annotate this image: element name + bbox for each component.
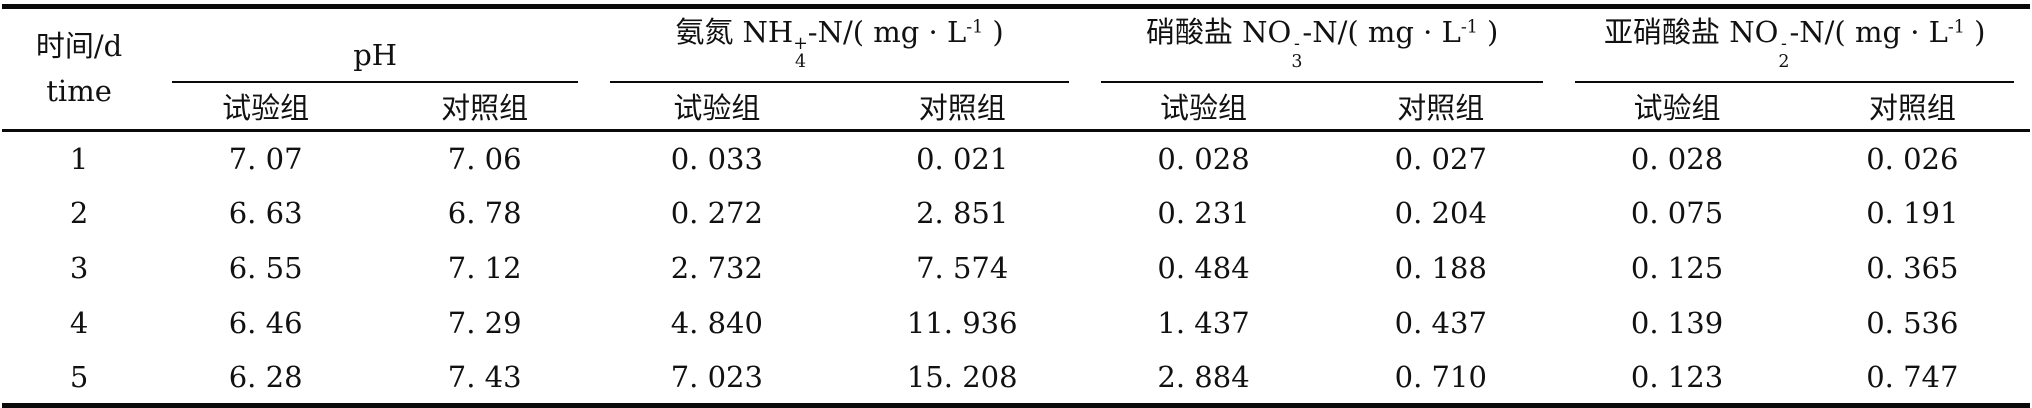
cell-ph-control: 7. 29	[447, 306, 522, 341]
time-header-en: time	[46, 74, 112, 109]
cell-no2-control: 0. 191	[1866, 196, 1959, 231]
cell-day: 2	[69, 196, 89, 231]
cell-ph-test: 6. 46	[228, 306, 303, 341]
cell-no2-control: 0. 536	[1866, 306, 1959, 341]
cell-day: 4	[69, 306, 89, 341]
cell-no3-test: 0. 484	[1157, 251, 1250, 286]
cell-nh4-test: 2. 732	[670, 251, 763, 286]
cell-no2-test: 0. 075	[1630, 196, 1724, 231]
cell-no3-test: 2. 884	[1157, 360, 1250, 395]
cell-no3-test: 1. 437	[1157, 306, 1250, 341]
table-row: 4 6. 46 7. 29 4. 840 11. 936 1. 437 0. 4…	[2, 296, 2030, 351]
cell-ph-control: 7. 12	[447, 251, 522, 286]
cell-no3-control: 0. 027	[1394, 142, 1487, 177]
cell-nh4-control: 2. 851	[916, 196, 1009, 231]
cell-no2-test: 0. 139	[1630, 306, 1724, 341]
group-header-ammonia: 氨氮 NH +4 -N/( mg · L-1 )	[594, 7, 1085, 83]
group-header-nitrate: 硝酸盐 NO -3 -N/( mg · L-1 )	[1085, 7, 1560, 83]
cell-ph-test: 6. 28	[228, 360, 303, 395]
cell-no3-test: 0. 028	[1157, 142, 1250, 177]
subheader-no3-control: 对照组	[1322, 82, 1560, 133]
cell-nh4-control: 15. 208	[906, 360, 1018, 395]
time-header-cn: 时间/d	[35, 29, 123, 64]
group-header-nitrite: 亚硝酸盐 NO -2 -N/( mg · L-1 )	[1559, 7, 2030, 83]
cell-day: 5	[69, 360, 89, 395]
subheader-ph-test: 试验组	[156, 82, 376, 133]
cell-no3-control: 0. 710	[1394, 360, 1487, 395]
cell-no3-test: 0. 231	[1157, 196, 1250, 231]
subheader-nh4-control: 对照组	[839, 82, 1085, 133]
cell-no2-control: 0. 747	[1866, 360, 1959, 395]
subheader-no2-control: 对照组	[1794, 82, 2030, 133]
cell-ph-control: 7. 43	[447, 360, 522, 395]
cell-ph-control: 7. 06	[447, 142, 522, 177]
subheader-row: 试验组 对照组 试验组 对照组 试验组 对照组 试验组 对照组	[2, 82, 2030, 133]
table-row: 5 6. 28 7. 43 7. 023 15. 208 2. 884 0. 7…	[2, 351, 2030, 406]
cell-no2-control: 0. 026	[1866, 142, 1959, 177]
subheader-no3-test: 试验组	[1084, 82, 1323, 133]
cell-no3-control: 0. 188	[1394, 251, 1487, 286]
cell-no2-control: 0. 365	[1866, 251, 1959, 286]
cell-ph-test: 6. 63	[228, 196, 303, 231]
table-row: 1 7. 07 7. 06 0. 033 0. 021 0. 028 0. 02…	[2, 131, 2030, 186]
subheader-no2-test: 试验组	[1559, 82, 1795, 133]
cell-no3-control: 0. 437	[1394, 306, 1487, 341]
cell-ph-test: 7. 07	[228, 142, 303, 177]
group-header-ph: pH	[156, 7, 594, 83]
cell-nh4-control: 11. 936	[906, 306, 1018, 341]
cell-ph-test: 6. 55	[228, 251, 303, 286]
cell-no2-test: 0. 125	[1630, 251, 1724, 286]
cell-no2-test: 0. 028	[1630, 142, 1724, 177]
water-quality-table: 时间/d time pH 氨氮 NH +4 -N/( mg · L-1 ) 硝酸盐 …	[2, 4, 2030, 408]
table-row: 3 6. 55 7. 12 2. 732 7. 574 0. 484 0. 18…	[2, 241, 2030, 296]
cell-day: 3	[69, 251, 89, 286]
cell-nh4-test: 4. 840	[670, 306, 763, 341]
cell-nh4-test: 0. 272	[670, 196, 763, 231]
subheader-nh4-test: 试验组	[594, 82, 840, 133]
group-header-row: 时间/d time pH 氨氮 NH +4 -N/( mg · L-1 ) 硝酸盐 …	[2, 6, 2030, 133]
subheader-ph-control: 对照组	[375, 82, 595, 133]
table-row: 2 6. 63 6. 78 0. 272 2. 851 0. 231 0. 20…	[2, 186, 2030, 241]
cell-nh4-control: 7. 574	[916, 251, 1009, 286]
cell-no2-test: 0. 123	[1630, 360, 1724, 395]
time-column-header: 时间/d time	[2, 6, 157, 133]
cell-day: 1	[69, 142, 89, 177]
cell-nh4-test: 0. 033	[670, 142, 763, 177]
cell-ph-control: 6. 78	[447, 196, 522, 231]
cell-nh4-test: 7. 023	[670, 360, 763, 395]
cell-nh4-control: 0. 021	[916, 142, 1009, 177]
cell-no3-control: 0. 204	[1394, 196, 1487, 231]
